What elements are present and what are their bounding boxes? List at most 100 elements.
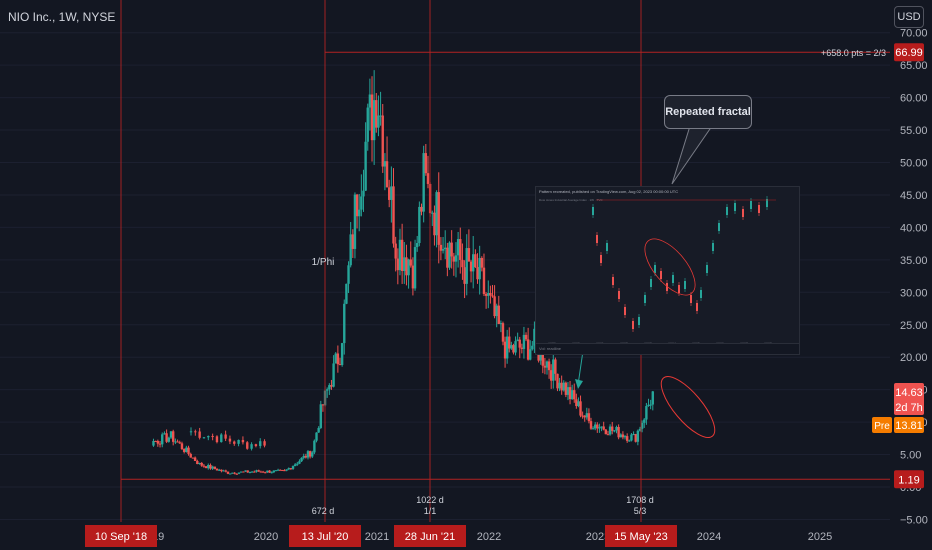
candle-body xyxy=(235,473,238,475)
pre-tag-bg xyxy=(872,417,892,433)
candle-body xyxy=(351,234,355,249)
candle-body xyxy=(554,359,557,374)
x-tick-label: 2021 xyxy=(365,531,389,543)
phi-label: 1/Phi xyxy=(312,257,335,268)
candle-body xyxy=(598,427,601,429)
candle-body xyxy=(254,444,258,447)
candle-body xyxy=(311,452,314,457)
candle-body xyxy=(446,247,449,268)
candle-body xyxy=(531,345,534,350)
low-price-tag: 1.19 xyxy=(898,474,919,486)
candle-body xyxy=(617,426,620,438)
duration-label-2b: 1/1 xyxy=(424,506,437,516)
callout-repeated-fractal: Repeated fractal xyxy=(664,95,752,129)
candle-body xyxy=(317,427,320,433)
candle-body xyxy=(403,257,406,271)
candle-body xyxy=(499,323,503,325)
date-marker-tag xyxy=(394,525,466,547)
candle-body xyxy=(241,439,245,443)
candle-body xyxy=(336,353,340,365)
candle-body xyxy=(158,443,162,445)
candle-body xyxy=(645,406,648,420)
candle-body xyxy=(441,249,445,251)
candle-body xyxy=(493,296,496,317)
candle-body xyxy=(591,428,595,430)
candle-body xyxy=(362,190,365,197)
x-tick-label: 2022 xyxy=(477,531,501,543)
candle-body xyxy=(478,257,481,280)
candle-body xyxy=(416,243,419,248)
candle-body xyxy=(198,431,201,438)
candle-body xyxy=(345,283,348,304)
candle-body xyxy=(364,141,367,191)
candle-body xyxy=(469,261,473,272)
candle-body xyxy=(231,472,234,474)
candle-body xyxy=(276,469,280,471)
y-tick-label: 20.00 xyxy=(900,352,928,364)
candle-body xyxy=(370,94,374,141)
candle-body xyxy=(368,94,372,108)
candle-body xyxy=(349,234,352,266)
candle-body xyxy=(372,100,376,141)
candle-body xyxy=(274,470,278,472)
candle-body xyxy=(169,431,173,438)
candle-body xyxy=(204,466,208,469)
candle-body xyxy=(200,462,203,466)
y-tick-label: 30.00 xyxy=(900,287,928,299)
inset-title: Pattern recreated, published on TradingV… xyxy=(539,189,679,194)
candle-body xyxy=(281,469,284,471)
candle-body xyxy=(185,447,188,452)
candle-body xyxy=(606,434,610,436)
candle-body xyxy=(394,243,397,259)
y-tick-label: 25.00 xyxy=(900,320,928,332)
candle-body xyxy=(377,115,380,128)
candle-body xyxy=(334,353,337,364)
y-tick-label: 65.00 xyxy=(900,60,928,72)
candle-body xyxy=(514,341,517,353)
candle-body xyxy=(264,472,267,474)
candle-body xyxy=(476,267,479,280)
candle-body xyxy=(161,434,164,445)
candle-body xyxy=(600,426,603,428)
candle-body xyxy=(465,248,468,284)
candle-body xyxy=(250,444,253,449)
candle-body xyxy=(353,194,357,249)
currency-button[interactable]: USD xyxy=(894,6,924,28)
candle-body xyxy=(411,265,415,289)
candle-body xyxy=(594,424,597,429)
candle-body xyxy=(583,415,586,418)
candle-body xyxy=(575,399,578,407)
candle-body xyxy=(437,192,440,245)
candle-body xyxy=(259,441,262,447)
candle-body xyxy=(379,115,382,117)
candle-body xyxy=(300,457,303,462)
candle-body xyxy=(516,339,519,342)
candle-body xyxy=(289,468,293,470)
candle-body xyxy=(487,293,490,296)
candle-body xyxy=(602,426,605,430)
low-price-tag-bg xyxy=(894,470,924,489)
candle-body xyxy=(255,470,258,472)
candle-body xyxy=(268,470,271,473)
candle-body xyxy=(355,194,359,217)
candle-body xyxy=(392,186,395,244)
candle-body xyxy=(418,206,421,244)
candle-body xyxy=(623,436,627,438)
candle-body xyxy=(259,471,263,473)
candle-body xyxy=(187,447,190,454)
inset-ellipse xyxy=(644,238,696,296)
high-price-tag: 66.99 xyxy=(895,47,923,59)
date-marker-label: 28 Jun '21 xyxy=(405,531,455,543)
candle-body xyxy=(573,390,576,400)
candle-body xyxy=(456,239,460,256)
candle-body xyxy=(220,469,223,472)
candle-body xyxy=(287,468,290,470)
candle-body xyxy=(366,107,369,142)
candle-body xyxy=(450,242,453,257)
candle-body xyxy=(198,462,201,465)
candle-body xyxy=(328,385,331,390)
candle-body xyxy=(640,422,644,429)
candle-body xyxy=(444,247,447,250)
candle-body xyxy=(651,391,654,405)
